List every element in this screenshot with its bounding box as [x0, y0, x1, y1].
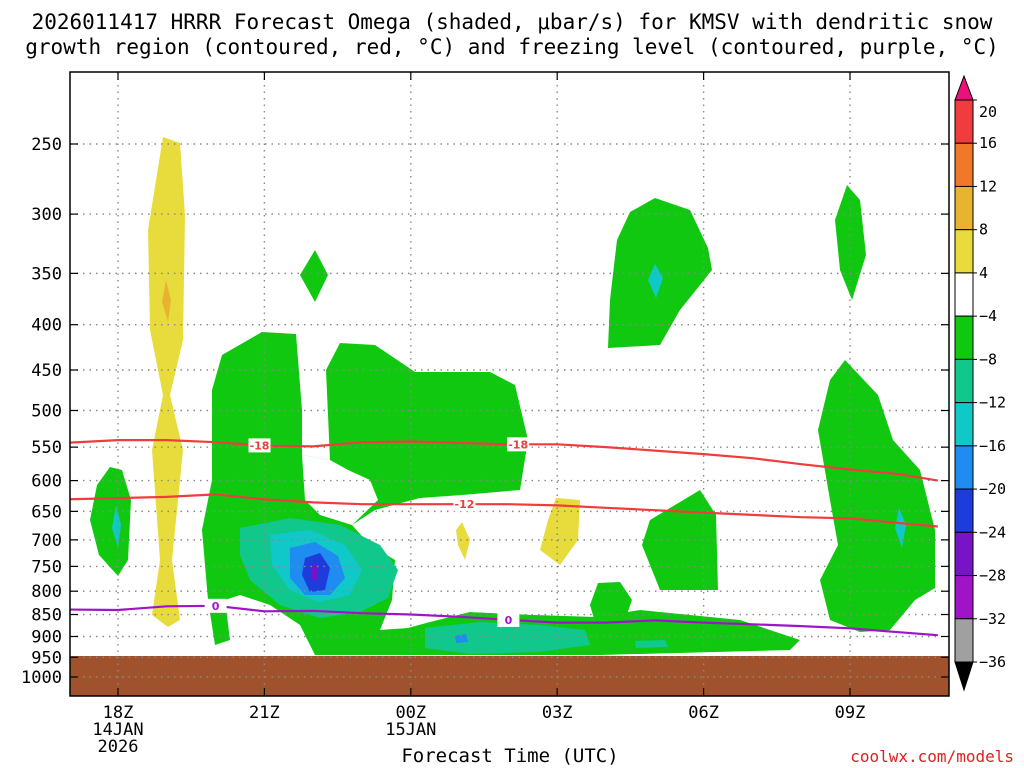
- omega-positive-small2: [540, 498, 580, 565]
- omega-region-peak: [312, 565, 318, 580]
- grid-lines: [70, 72, 949, 696]
- colorbar-swatch: [954, 488, 974, 533]
- colorbar-label: −20: [979, 480, 1006, 498]
- x-tick-label: 00Z: [395, 703, 426, 723]
- x-axis-title: Forecast Time (UTC): [401, 745, 618, 767]
- omega-region-negative-gap: [302, 455, 378, 525]
- colorbar-swatch: [954, 185, 974, 231]
- y-tick-label: 850: [31, 606, 62, 626]
- colorbar-top-arrow: [954, 74, 974, 101]
- contour-label: -12: [455, 498, 475, 511]
- omega-lowlevel-band: [425, 622, 590, 654]
- colorbar-label: 8: [979, 221, 988, 239]
- omega-region-positive-core: [162, 280, 171, 322]
- y-tick-label: 950: [31, 648, 62, 668]
- colorbar-swatch: [954, 575, 974, 620]
- y-tick-label: 1000: [21, 668, 62, 688]
- omega-far-east-core: [895, 508, 906, 548]
- y-tick-label: 250: [31, 135, 62, 155]
- colorbar-label: −16: [979, 437, 1006, 455]
- contour-label: -18: [250, 439, 270, 452]
- chart-title-line1: 2026011417 HRRR Forecast Omega (shaded, …: [32, 10, 993, 34]
- colorbar-swatch: [954, 272, 974, 317]
- omega-far-east: [818, 360, 935, 632]
- y-tick-label: 550: [31, 438, 62, 458]
- colorbar: 20 16 12 8 4 −4 −8 −12 −16 −20 −24 −28 −32 −36: [954, 74, 1006, 692]
- y-tick-label: 650: [31, 502, 62, 522]
- x-tick-label: 18Z: [103, 703, 134, 723]
- omega-region-negative: [90, 467, 131, 576]
- colorbar-label: 20: [979, 103, 997, 121]
- y-axis: 2503003504004505005506006507007508008509…: [21, 135, 949, 688]
- x-tick-label: 14JAN: [92, 720, 143, 740]
- contour-label: 0: [505, 614, 513, 627]
- x-tick-label: 03Z: [542, 703, 573, 723]
- contour-label: -18: [508, 438, 528, 451]
- colorbar-label: −24: [979, 523, 1006, 541]
- y-tick-label: 350: [31, 264, 62, 284]
- y-tick-label: 800: [31, 582, 62, 602]
- colorbar-swatch: [954, 531, 974, 577]
- omega-region-negative-gap2: [392, 580, 600, 618]
- omega-lowlevel-core: [455, 634, 468, 643]
- y-tick-label: 300: [31, 205, 62, 225]
- chart-title-line2: growth region (contoured, red, °C) and f…: [25, 35, 999, 59]
- y-tick-label: 900: [31, 627, 62, 647]
- contour-label-bg: [453, 497, 476, 512]
- x-tick-label: 06Z: [688, 703, 719, 723]
- omega-shading: [90, 137, 935, 655]
- y-tick-label: 400: [31, 316, 62, 336]
- omega-region-negative-core: [112, 505, 121, 548]
- contour-label-bg: [497, 612, 520, 627]
- omega-lowlevel-east: [635, 640, 668, 648]
- omega-small-diamond: [300, 250, 328, 302]
- y-tick-label: 600: [31, 472, 62, 492]
- colorbar-label: −8: [979, 350, 997, 368]
- colorbar-label: −28: [979, 567, 1006, 585]
- colorbar-swatch: [954, 618, 974, 663]
- contour-label-bg: [507, 437, 530, 452]
- x-tick-label: 09Z: [835, 703, 866, 723]
- contour-dgz-minus-12: [70, 493, 938, 528]
- colorbar-swatch: [954, 315, 974, 360]
- x-tick-label: 15JAN: [385, 720, 436, 740]
- ground-terrain: [70, 656, 949, 696]
- plot-frame: [69, 71, 950, 697]
- colorbar-swatch: [954, 229, 974, 274]
- y-tick-label: 500: [31, 402, 62, 422]
- omega-positive-small: [456, 522, 470, 560]
- colorbar-label: −32: [979, 610, 1006, 628]
- colorbar-swatch: [954, 99, 974, 144]
- omega-region-positive: [148, 137, 185, 627]
- colorbar-label: −36: [979, 653, 1006, 671]
- colorbar-swatch: [954, 402, 974, 447]
- x-tick-label: 21Z: [249, 703, 280, 723]
- temperature-contours: -18 -18 -12 0 0: [70, 437, 938, 637]
- y-tick-label: 700: [31, 531, 62, 551]
- contour-label: 0: [212, 600, 220, 613]
- colorbar-label: 16: [979, 134, 997, 152]
- contour-label-bg: [204, 598, 227, 613]
- colorbar-bottom-arrow: [954, 661, 974, 692]
- colorbar-swatch: [954, 445, 974, 490]
- omega-upper-east-core: [648, 264, 663, 298]
- omega-small-low: [590, 582, 632, 622]
- colorbar-swatch: [954, 142, 974, 187]
- x-tick-label: 2026: [98, 737, 139, 757]
- colorbar-label: 4: [979, 264, 988, 282]
- colorbar-label: 12: [979, 177, 997, 195]
- credit-text: coolwx.com/models: [850, 747, 1014, 766]
- colorbar-label: −12: [979, 394, 1006, 412]
- contour-label-bg: [248, 438, 271, 453]
- y-tick-label: 750: [31, 557, 62, 577]
- y-tick-label: 450: [31, 361, 62, 381]
- omega-mid-east: [642, 490, 718, 590]
- colorbar-swatch: [954, 358, 974, 404]
- colorbar-label: −4: [979, 307, 997, 325]
